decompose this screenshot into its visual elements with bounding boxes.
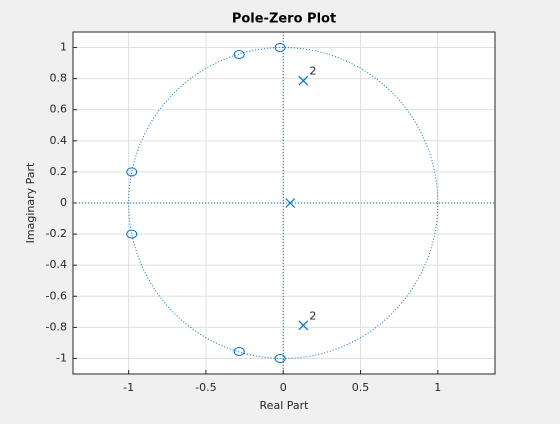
multiplicity-label: 2 — [309, 309, 316, 322]
y-tick-label: -0.4 — [46, 258, 67, 271]
y-tick-label: 0 — [60, 196, 67, 209]
zero-marker — [233, 346, 245, 356]
pole-marker — [298, 75, 309, 86]
x-tick-label: 1 — [434, 381, 441, 394]
zero-marker — [233, 50, 245, 60]
x-axis-label: Real Part — [260, 399, 310, 412]
pole-marker — [298, 320, 309, 331]
chart-title: Pole-Zero Plot — [232, 12, 336, 27]
y-tick-label: 0.8 — [50, 72, 68, 85]
y-tick-label: -0.6 — [46, 289, 67, 302]
y-tick-label: -0.2 — [46, 227, 67, 240]
y-tick-label: 0.2 — [50, 165, 68, 178]
x-tick-label: 0.5 — [352, 381, 370, 394]
unit-circle — [128, 47, 439, 359]
axes-box — [72, 31, 496, 375]
y-tick-label: -0.8 — [46, 320, 67, 333]
y-tick-label: 1 — [60, 41, 67, 54]
y-axis-label: Imaginary Part — [24, 162, 37, 243]
multiplicity-label: 2 — [309, 65, 316, 78]
zero-marker — [126, 167, 138, 177]
pole-marker — [285, 198, 296, 208]
zero-marker — [274, 353, 286, 363]
x-tick-label: -1 — [123, 381, 134, 394]
y-tick-label: -1 — [56, 351, 67, 364]
x-tick-label: 0 — [280, 381, 287, 394]
zero-marker — [274, 43, 286, 53]
zero-marker — [126, 229, 138, 239]
y-tick-label: 0.4 — [50, 134, 68, 147]
y-tick-label: 0.6 — [50, 103, 68, 116]
x-tick-label: -0.5 — [195, 381, 216, 394]
